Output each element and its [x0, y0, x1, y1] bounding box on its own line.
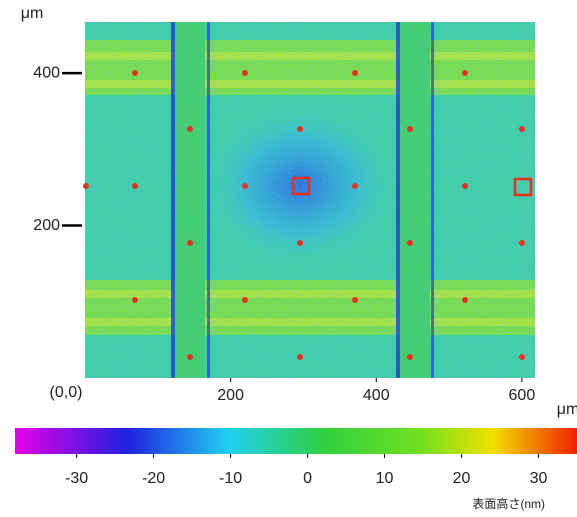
colorbar-tick-label: 0: [303, 470, 312, 487]
y-tick-label: 400: [33, 64, 60, 81]
colorbar-tick-label: 20: [453, 470, 471, 487]
origin-label: (0,0): [50, 384, 83, 401]
x-tick-label: 200: [217, 387, 244, 404]
x-tick-label: 600: [509, 387, 536, 404]
colorbar: [15, 428, 577, 454]
y-unit: μm: [21, 5, 44, 22]
x-tick-label: 400: [363, 387, 390, 404]
colorbar-tick-label: -10: [219, 470, 242, 487]
colorbar-tick-label: -20: [142, 470, 165, 487]
height-map: [83, 22, 535, 378]
colorbar-tick-label: 10: [376, 470, 394, 487]
colorbar-label: 表面高さ(nm): [472, 496, 545, 511]
colorbar-tick-label: 30: [530, 470, 548, 487]
y-tick-label: 200: [33, 217, 60, 234]
x-unit: μm: [557, 401, 577, 418]
colorbar-tick-label: -30: [65, 470, 88, 487]
